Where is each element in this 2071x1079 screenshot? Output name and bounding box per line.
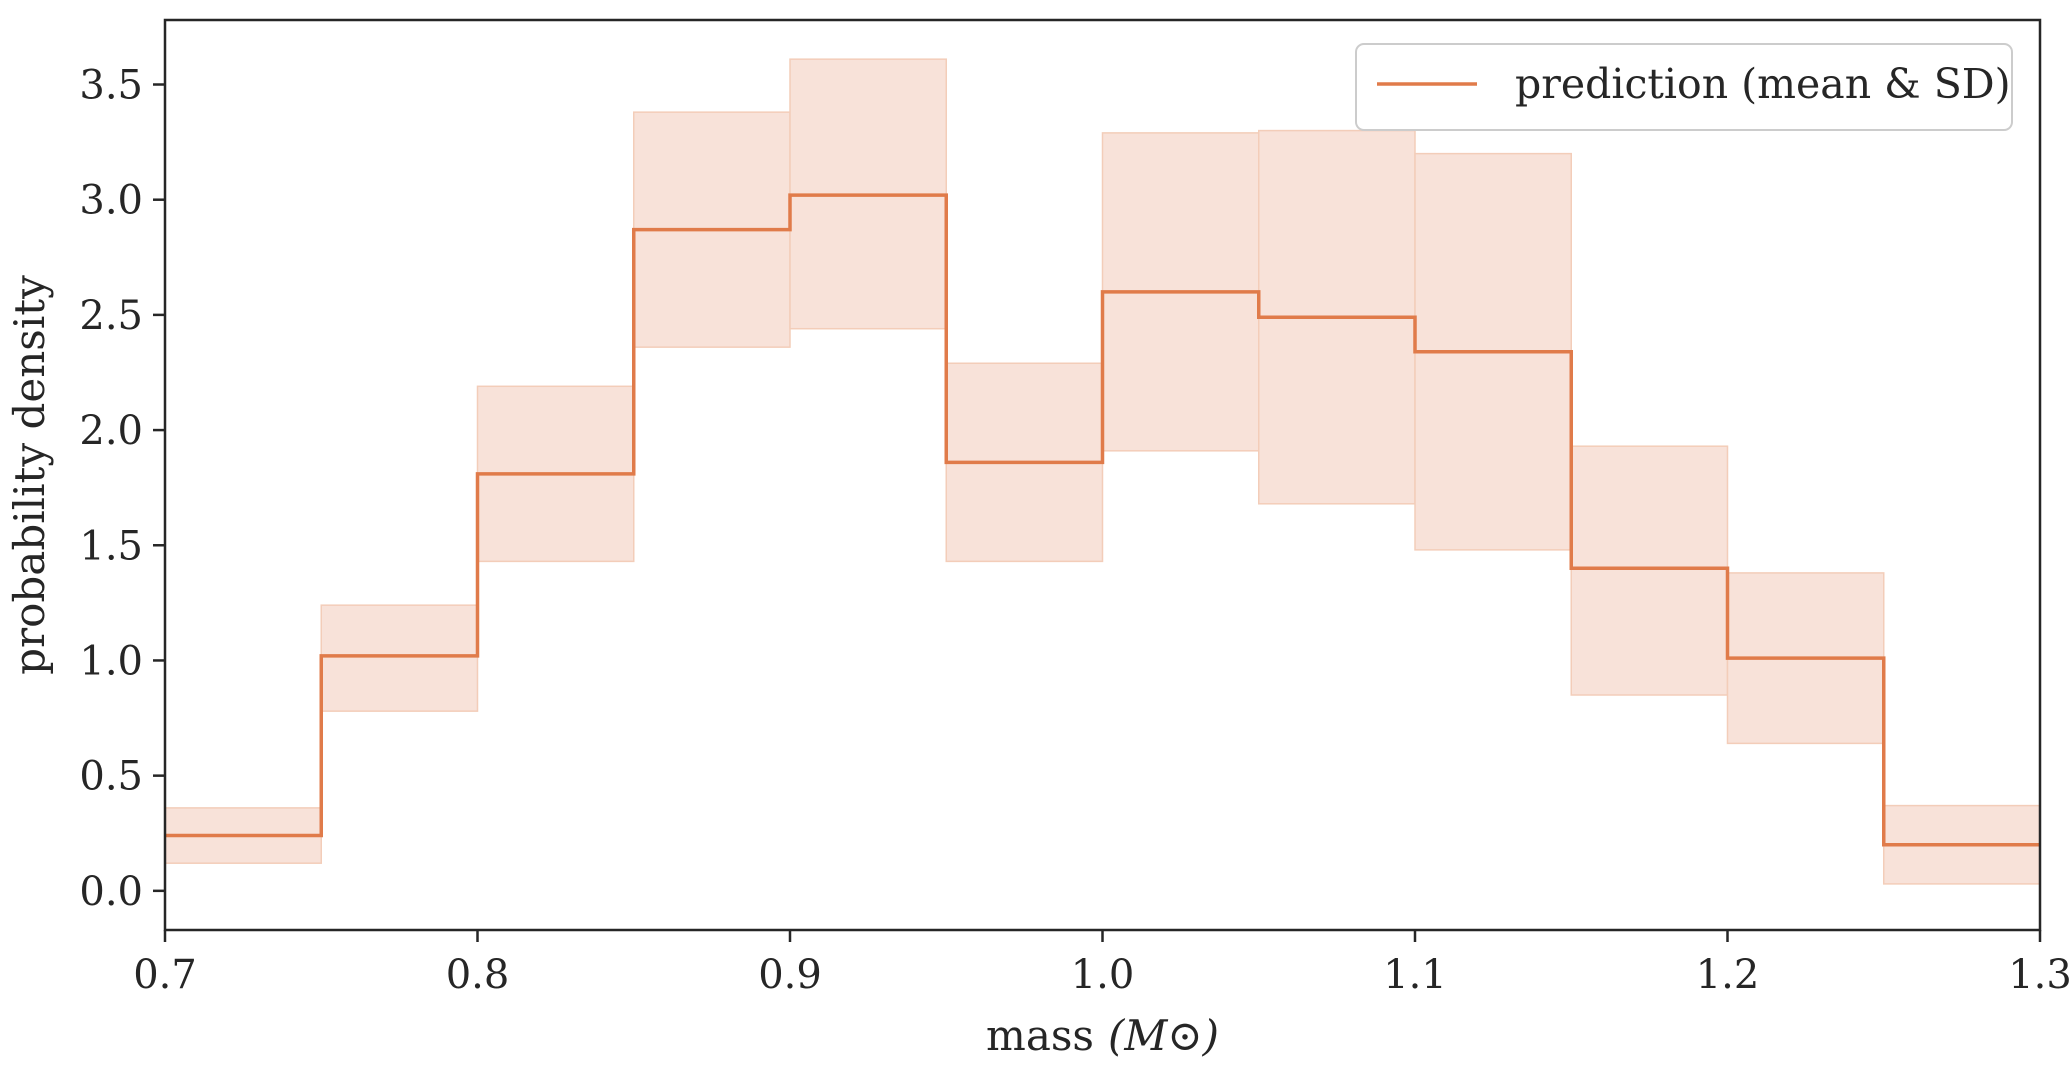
x-tick-label-5: 1.2 (1696, 952, 1760, 998)
legend: prediction (mean & SD) (1355, 43, 2013, 131)
y-axis-label: probability density (5, 275, 54, 675)
sd-band-bin-9 (1570, 445, 1729, 696)
y-tick-label-0: 0.0 (79, 869, 143, 915)
x-tick-label-2: 0.9 (758, 952, 822, 998)
mean-line-layer (165, 193, 2040, 847)
legend-box (1355, 43, 2013, 131)
x-tick-label-4: 1.1 (1383, 952, 1447, 998)
ticks-layer: 0.7 0.8 0.9 1.0 1.1 1.2 1.3 0.0 0.5 1.0 1.5 2.0 2.5 3… (79, 63, 2071, 998)
x-axis-label: mass (M⊙) (986, 1011, 1219, 1060)
mean-step-line (165, 193, 2040, 847)
x-axis-label-unit: (M⊙) (1108, 1011, 1219, 1060)
sd-band-bin-1 (320, 604, 479, 712)
sd-band-layer (164, 58, 2041, 885)
x-tick-label-0: 0.7 (133, 952, 197, 998)
y-tick-label-5: 2.5 (79, 293, 143, 339)
y-tick-label-4: 2.0 (79, 408, 143, 454)
y-tick-label-1: 0.5 (79, 754, 143, 800)
x-tick-label-1: 0.8 (446, 952, 510, 998)
y-tick-label-7: 3.5 (79, 63, 143, 109)
x-axis-label-text: mass (986, 1011, 1094, 1060)
y-tick-label-2: 1.0 (79, 638, 143, 684)
x-tick-label-6: 1.3 (2008, 952, 2071, 998)
x-tick-label-3: 1.0 (1071, 952, 1135, 998)
axis-labels-layer: mass (M⊙) probability density (5, 275, 1219, 1060)
y-tick-label-6: 3.0 (79, 178, 143, 224)
y-tick-label-3: 1.5 (79, 523, 143, 569)
legend-label: prediction (mean & SD) (1515, 60, 2011, 108)
